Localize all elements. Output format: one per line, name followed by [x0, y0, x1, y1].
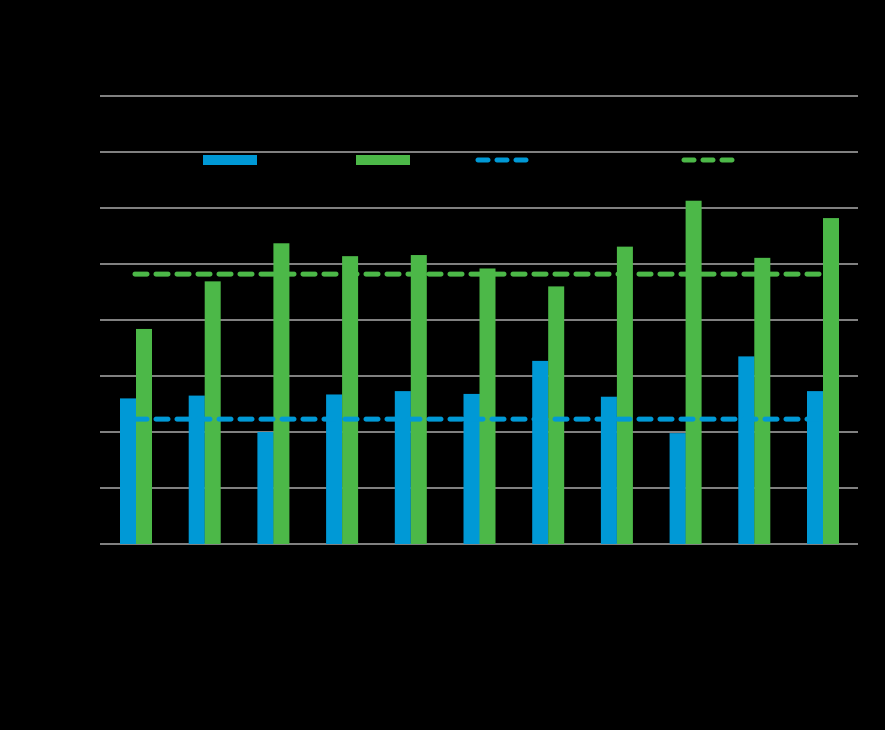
- bar-series-1: [120, 398, 136, 544]
- gridlines: [100, 95, 858, 545]
- bar-series-2: [342, 256, 359, 544]
- bar-series-1: [532, 360, 549, 544]
- bar-series-2: [273, 243, 290, 544]
- bar-series-1: [463, 393, 480, 544]
- bar-series-2: [616, 246, 633, 544]
- bars: [120, 200, 839, 545]
- bar-series-2: [823, 218, 839, 544]
- bar-series-2: [136, 328, 152, 544]
- bar-series-1: [738, 356, 755, 544]
- bar-series-2: [754, 257, 771, 544]
- bar-series-2: [685, 200, 702, 544]
- bar-series-2: [479, 268, 496, 544]
- average-lines: [132, 271, 826, 422]
- legend: [203, 155, 739, 165]
- bar-series-1: [257, 432, 274, 544]
- bar-series-2: [548, 286, 565, 544]
- bar-series-1: [394, 391, 411, 544]
- bar-series-1: [600, 396, 617, 544]
- legend-swatch-series-2: [356, 155, 410, 165]
- bar-series-1: [326, 394, 343, 544]
- bar-series-2: [410, 255, 427, 545]
- legend-swatch-series-1: [203, 155, 257, 165]
- bar-series-2: [204, 281, 221, 544]
- bar-series-1: [188, 395, 205, 544]
- bar-series-1: [669, 433, 686, 544]
- bar-series-1: [807, 391, 823, 544]
